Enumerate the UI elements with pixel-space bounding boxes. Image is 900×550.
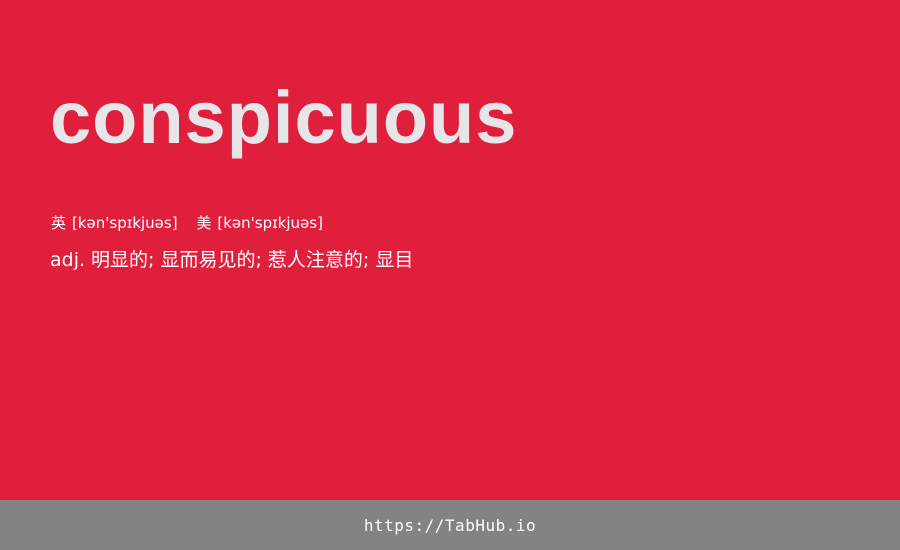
part-of-speech: adj. [50, 249, 86, 271]
footer-bar: https://TabHub.io [0, 500, 900, 550]
footer-url-link[interactable]: https://TabHub.io [363, 515, 537, 535]
headword: conspicuous [50, 76, 518, 159]
phonetic-uk: 英 [kən'spɪkjuəs] [51, 213, 178, 233]
definition-text: 明显的; 显而易见的; 惹人注意的; 显目 [91, 249, 414, 271]
definition-row: adj. 明显的; 显而易见的; 惹人注意的; 显目 [50, 246, 413, 274]
word-card: conspicuous 英 [kən'spɪkjuəs] 美 [kən'spɪkju… [50, 76, 518, 274]
phonetic-uk-ipa: [kən'spɪkjuəs] [72, 214, 178, 232]
phonetic-uk-lang: 英 [51, 214, 67, 232]
phonetic-us: 美 [kən'spɪkjuəs] [196, 213, 323, 233]
phonetic-us-ipa: [kən'spɪkjuəs] [217, 214, 323, 232]
phonetics-row: 英 [kən'spɪkjuəs] 美 [kən'spɪkjuəs] [51, 213, 323, 233]
phonetic-us-lang: 美 [196, 214, 212, 232]
